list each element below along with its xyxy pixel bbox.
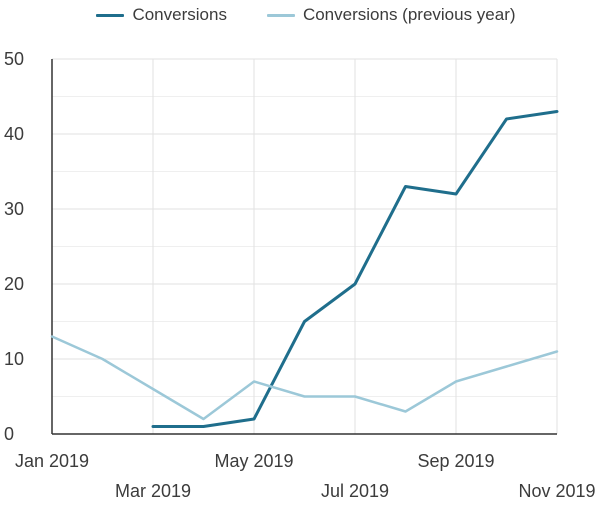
- legend-label-previous-year: Conversions (previous year): [302, 5, 516, 24]
- x-tick-label: Jan 2019: [15, 451, 89, 471]
- legend-item-conversions[interactable]: Conversions: [96, 5, 227, 25]
- y-tick-label: 0: [4, 424, 14, 444]
- y-tick-label: 20: [4, 274, 24, 294]
- x-tick-label: Sep 2019: [417, 451, 494, 471]
- x-tick-label: Jul 2019: [321, 481, 389, 501]
- y-tick-label: 30: [4, 199, 24, 219]
- y-tick-label: 40: [4, 124, 24, 144]
- y-tick-label: 10: [4, 349, 24, 369]
- x-tick-label: May 2019: [214, 451, 293, 471]
- legend: Conversions Conversions (previous year): [0, 2, 612, 28]
- legend-swatch-conversions: [96, 13, 125, 17]
- series-line-previous-year: [50, 335, 559, 421]
- series-line-conversions: [151, 110, 559, 428]
- legend-swatch-previous-year: [266, 13, 295, 17]
- legend-label-conversions: Conversions: [132, 5, 227, 24]
- x-tick-label: Nov 2019: [518, 481, 595, 501]
- legend-item-previous-year[interactable]: Conversions (previous year): [266, 5, 516, 25]
- y-tick-label: 50: [4, 49, 24, 69]
- x-tick-label: Mar 2019: [115, 481, 191, 501]
